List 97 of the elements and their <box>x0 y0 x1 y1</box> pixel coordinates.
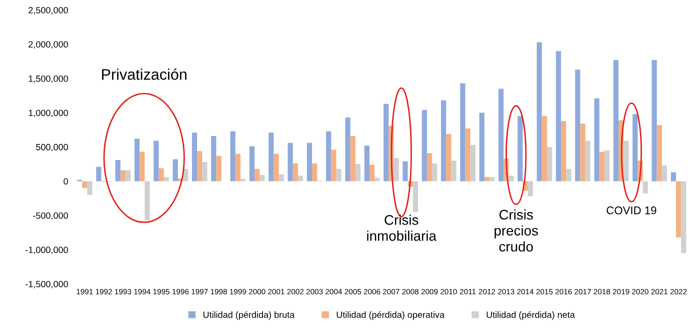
bar <box>126 170 131 182</box>
bar <box>364 146 370 182</box>
bar <box>656 125 662 182</box>
bar <box>546 146 552 182</box>
bar <box>662 165 668 182</box>
bar <box>426 153 432 182</box>
bar <box>613 60 619 182</box>
bar <box>384 104 389 182</box>
bar <box>336 168 342 182</box>
annotation: Crisis precios crudo <box>494 209 538 252</box>
bar <box>624 140 629 182</box>
annotation: COVID 19 <box>606 206 656 214</box>
bar <box>422 110 427 182</box>
bar <box>599 152 604 182</box>
y-tick-label: -1,500,000 <box>26 280 68 288</box>
bar <box>260 175 265 182</box>
bar <box>274 154 279 182</box>
bar <box>440 100 446 182</box>
bar <box>158 168 164 182</box>
annotation: Privatización <box>102 68 186 80</box>
bar <box>394 158 399 182</box>
bar <box>412 181 418 212</box>
bar <box>306 142 312 182</box>
bar <box>528 181 533 196</box>
bar <box>484 177 490 182</box>
bar <box>278 174 284 182</box>
bar <box>460 83 466 182</box>
bar <box>326 131 332 182</box>
bar <box>87 181 92 195</box>
bar <box>402 161 408 182</box>
bar <box>518 116 523 182</box>
bar <box>288 142 293 182</box>
bar <box>154 140 159 182</box>
y-tick-label: 2,000,000 <box>28 41 68 49</box>
bar <box>134 138 140 182</box>
y-tick-label: 2,500,000 <box>28 6 68 14</box>
bar <box>115 160 120 182</box>
y-tick-label: 1,000,000 <box>28 110 68 118</box>
bar <box>470 144 476 182</box>
bar <box>432 163 438 182</box>
y-tick-label: 1,500,000 <box>28 75 68 83</box>
bar <box>652 60 657 182</box>
bar <box>536 42 542 182</box>
bar <box>632 114 638 182</box>
y-tick-label: 500,000 <box>36 144 68 152</box>
bar <box>498 88 504 182</box>
bar <box>575 70 580 182</box>
bar <box>566 168 572 182</box>
bar <box>451 160 456 182</box>
bar <box>350 136 356 182</box>
bar <box>676 181 682 238</box>
bar <box>249 146 255 182</box>
bar <box>292 163 298 182</box>
bar <box>298 176 304 182</box>
bar <box>96 166 102 182</box>
bar <box>120 170 126 182</box>
bar <box>268 132 274 182</box>
bar <box>82 181 88 188</box>
bar <box>490 177 495 182</box>
bar <box>202 162 208 182</box>
y-tick-label: -500,000 <box>33 212 68 220</box>
bar <box>235 154 240 182</box>
annotation: Crisis inmobiliaria <box>367 214 436 241</box>
bar <box>446 134 452 182</box>
bar <box>465 128 470 182</box>
bar <box>197 151 202 182</box>
bar <box>585 140 590 182</box>
bar <box>345 118 350 182</box>
bar <box>556 51 562 182</box>
bar <box>642 181 648 194</box>
bar <box>561 120 566 182</box>
bar <box>216 156 222 182</box>
y-tick-label: 0 <box>64 178 68 185</box>
bar <box>230 131 236 182</box>
legend-label: Utilidad (pérdida) bruta <box>203 311 295 320</box>
bar <box>681 181 686 254</box>
y-tick-label: -1,000,000 <box>26 246 68 254</box>
bar <box>670 172 676 182</box>
bar <box>192 132 198 182</box>
bar <box>369 164 375 182</box>
bar <box>211 136 216 182</box>
legend-label: Utilidad (pérdida) operativa <box>336 311 445 320</box>
bar <box>172 159 178 182</box>
bar <box>144 181 150 220</box>
bar <box>140 152 145 182</box>
bar <box>254 168 260 182</box>
bar <box>508 176 514 182</box>
bar <box>479 112 484 182</box>
bar <box>312 163 318 182</box>
bar <box>604 150 610 182</box>
bar <box>164 177 169 182</box>
bar <box>580 124 586 182</box>
bar <box>542 116 547 182</box>
legend-label: Utilidad (pérdida) neta <box>486 311 575 320</box>
bar <box>594 98 600 182</box>
bar <box>331 150 336 182</box>
bar <box>355 164 361 182</box>
